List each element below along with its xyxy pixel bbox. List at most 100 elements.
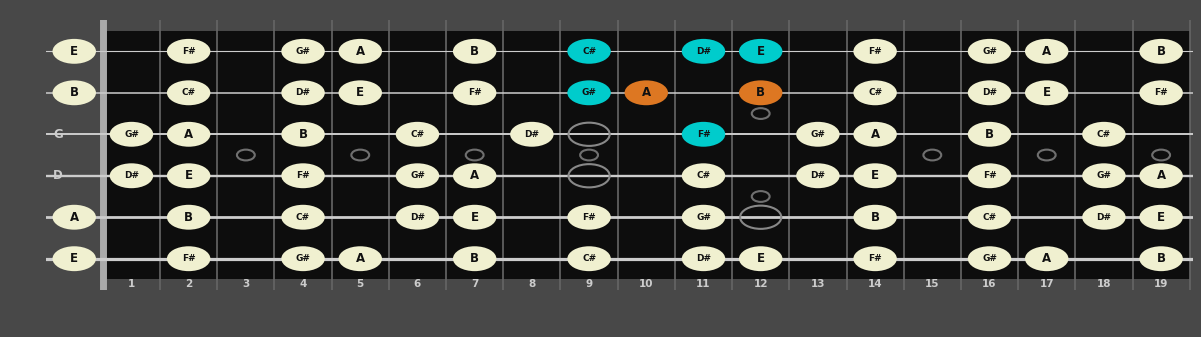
Ellipse shape: [854, 80, 897, 105]
Text: E: E: [70, 45, 78, 58]
Text: D#: D#: [697, 254, 711, 263]
Text: D#: D#: [124, 171, 139, 180]
Text: C#: C#: [582, 254, 596, 263]
Text: F#: F#: [297, 171, 310, 180]
Ellipse shape: [396, 205, 440, 230]
Text: G#: G#: [295, 47, 311, 56]
Ellipse shape: [567, 39, 611, 64]
Text: 9: 9: [586, 279, 592, 289]
Text: D#: D#: [811, 171, 825, 180]
Bar: [1133, 31, 1190, 279]
Text: B: B: [1157, 45, 1166, 58]
Text: 6: 6: [414, 279, 422, 289]
Text: C#: C#: [697, 171, 711, 180]
Ellipse shape: [453, 205, 496, 230]
Ellipse shape: [339, 39, 382, 64]
Text: 14: 14: [868, 279, 883, 289]
Text: D#: D#: [1097, 213, 1111, 222]
Bar: [160, 31, 217, 279]
Bar: [961, 31, 1018, 279]
Text: E: E: [757, 252, 765, 265]
Text: F#: F#: [697, 130, 710, 139]
Text: A: A: [1042, 45, 1051, 58]
Ellipse shape: [682, 246, 725, 271]
Text: B: B: [871, 211, 879, 224]
Text: 18: 18: [1097, 279, 1111, 289]
Ellipse shape: [167, 39, 210, 64]
Ellipse shape: [109, 122, 154, 147]
Text: G#: G#: [295, 254, 311, 263]
Ellipse shape: [281, 80, 324, 105]
Ellipse shape: [968, 205, 1011, 230]
Ellipse shape: [1140, 163, 1183, 188]
Text: F#: F#: [868, 47, 882, 56]
Text: G#: G#: [581, 88, 597, 97]
Ellipse shape: [682, 205, 725, 230]
Ellipse shape: [167, 80, 210, 105]
Ellipse shape: [167, 122, 210, 147]
Ellipse shape: [796, 122, 839, 147]
Bar: [331, 31, 389, 279]
Ellipse shape: [739, 39, 782, 64]
FancyBboxPatch shape: [103, 31, 1190, 279]
Bar: [789, 31, 847, 279]
Text: C#: C#: [411, 130, 424, 139]
Text: E: E: [54, 252, 62, 265]
Text: G#: G#: [982, 47, 997, 56]
Ellipse shape: [510, 122, 554, 147]
Text: 19: 19: [1154, 279, 1169, 289]
Ellipse shape: [567, 205, 611, 230]
Text: C#: C#: [1097, 130, 1111, 139]
Bar: [733, 31, 789, 279]
Ellipse shape: [281, 246, 324, 271]
Ellipse shape: [1140, 80, 1183, 105]
Ellipse shape: [453, 246, 496, 271]
Ellipse shape: [968, 246, 1011, 271]
Ellipse shape: [1140, 39, 1183, 64]
Ellipse shape: [682, 122, 725, 147]
Ellipse shape: [53, 80, 96, 105]
Ellipse shape: [109, 163, 154, 188]
Ellipse shape: [1140, 205, 1183, 230]
Text: A: A: [1042, 252, 1051, 265]
Bar: [1018, 31, 1075, 279]
Ellipse shape: [1082, 163, 1125, 188]
Bar: [1075, 31, 1133, 279]
Bar: [275, 31, 331, 279]
Ellipse shape: [1082, 122, 1125, 147]
Text: E: E: [1157, 211, 1165, 224]
Text: 5: 5: [357, 279, 364, 289]
Text: E: E: [871, 169, 879, 182]
Bar: [675, 31, 733, 279]
Bar: [103, 31, 160, 279]
Text: E: E: [471, 211, 479, 224]
Text: 16: 16: [982, 279, 997, 289]
Text: 1: 1: [127, 279, 135, 289]
Bar: [217, 31, 275, 279]
Text: G#: G#: [811, 130, 825, 139]
Text: A: A: [641, 86, 651, 99]
Bar: [847, 31, 903, 279]
Text: 7: 7: [471, 279, 478, 289]
Text: F#: F#: [468, 88, 482, 97]
Text: B: B: [299, 128, 307, 141]
Ellipse shape: [281, 122, 324, 147]
Ellipse shape: [281, 205, 324, 230]
Text: A: A: [355, 252, 365, 265]
Ellipse shape: [1082, 205, 1125, 230]
Ellipse shape: [854, 122, 897, 147]
Text: 8: 8: [528, 279, 536, 289]
Text: B: B: [470, 45, 479, 58]
Text: D#: D#: [982, 88, 997, 97]
Text: E: E: [1042, 86, 1051, 99]
Text: A: A: [70, 211, 79, 224]
Ellipse shape: [167, 205, 210, 230]
Ellipse shape: [453, 163, 496, 188]
Ellipse shape: [968, 80, 1011, 105]
Text: 15: 15: [925, 279, 939, 289]
Text: F#: F#: [181, 47, 196, 56]
Ellipse shape: [968, 122, 1011, 147]
Ellipse shape: [682, 39, 725, 64]
Bar: [389, 31, 446, 279]
Text: A: A: [1157, 169, 1166, 182]
